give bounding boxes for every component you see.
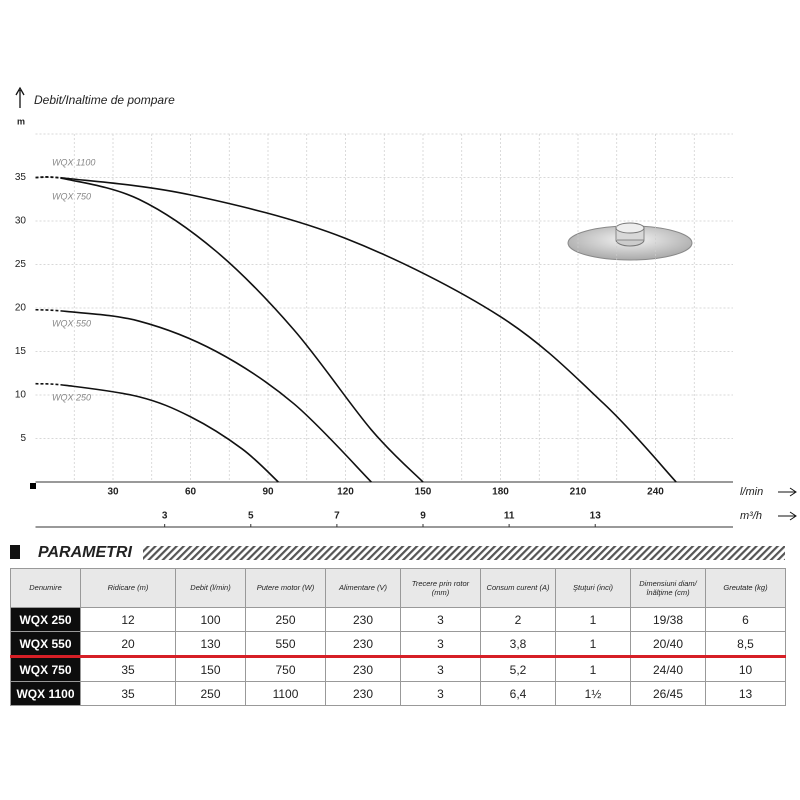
table-cell: Ştuţuri (inci): [555, 568, 631, 608]
x2-arrow: [778, 511, 797, 521]
x-unit: l/min: [740, 486, 763, 498]
curve-label: WQX 1100: [52, 157, 95, 167]
table-cell: Ridicare (m): [80, 568, 176, 608]
x2-tick-label: 5: [248, 511, 254, 522]
table-cell: 24/40: [630, 656, 706, 682]
table-cell: 10: [705, 656, 786, 682]
table-row: Denumire Ridicare (m) Debit (l/min) Putere …: [10, 568, 786, 608]
table-cell: 3: [400, 656, 481, 682]
table-title: PARAMETRI: [38, 544, 132, 560]
origin-square: [30, 483, 36, 489]
table-cell: 26/45: [630, 681, 706, 706]
x-tick-label: 180: [492, 487, 509, 498]
x2-tick-label: 11: [504, 511, 515, 522]
y-tick-label: 10: [15, 390, 27, 401]
y-tick-label: 15: [15, 346, 27, 357]
table-cell: 20/40: [630, 631, 706, 657]
x-arrow: [778, 487, 797, 497]
table-cell: 1: [555, 631, 631, 657]
x-tick-label: 240: [647, 487, 664, 498]
table-cell: 230: [325, 681, 401, 706]
y-tick-label: 20: [15, 303, 27, 314]
chart: Debit/Inaltime de pompare m l/min m³/h P…: [10, 86, 797, 560]
table-cell: 5,2: [480, 656, 556, 682]
table-cell: 750: [245, 656, 326, 682]
pump-curve: [35, 176, 677, 483]
pump-curve: [35, 308, 372, 483]
table-cell: 100: [175, 607, 246, 632]
x-tick-label: 150: [415, 487, 432, 498]
table-cell: Denumire: [10, 568, 81, 608]
table-cell: 20: [80, 631, 176, 657]
y-tick-label: 25: [15, 259, 27, 270]
y-tick-label: 35: [15, 172, 27, 183]
table-cell: 1: [555, 607, 631, 632]
table-cell: 550: [245, 631, 326, 657]
table-cell: 35: [80, 656, 176, 682]
table-cell: 130: [175, 631, 246, 657]
title-block: [10, 545, 20, 559]
x2-tick-label: 3: [162, 511, 168, 522]
table-cell: Debit (l/min): [175, 568, 246, 608]
table-cell: WQX 550: [10, 631, 81, 657]
table-cell: 230: [325, 631, 401, 657]
title-hatch: [143, 546, 785, 560]
curve-label: WQX 550: [52, 318, 91, 328]
table-cell: 3,8: [480, 631, 556, 657]
table-cell: 3: [400, 631, 481, 657]
rotor-image: [567, 222, 693, 261]
table-cell: Putere motor (W): [245, 568, 326, 608]
table-cell: WQX 1100: [10, 681, 81, 706]
table-cell: 250: [245, 607, 326, 632]
curve-label: WQX 250: [52, 392, 91, 402]
x-tick-label: 30: [107, 487, 119, 498]
table-cell: 230: [325, 607, 401, 632]
pump-curve: [35, 382, 279, 483]
table-cell: 2: [480, 607, 556, 632]
table-cell: 230: [325, 656, 401, 682]
table-cell: 3: [400, 681, 481, 706]
table-cell: 150: [175, 656, 246, 682]
table-row: WQX 750 35 150 750 230 3 5,2 1 24/40 10: [10, 656, 786, 682]
table-cell: 19/38: [630, 607, 706, 632]
x-tick-label: 90: [262, 487, 274, 498]
table-cell: Alimentare (V): [325, 568, 401, 608]
table-cell: 6: [705, 607, 786, 632]
x-tick-label: 60: [185, 487, 197, 498]
y-tick-label: 5: [20, 433, 26, 444]
x-tick-label: 120: [337, 487, 354, 498]
table-cell: 13: [705, 681, 786, 706]
x2-tick-label: 7: [334, 511, 340, 522]
table-cell: 8,5: [705, 631, 786, 657]
table-cell: WQX 250: [10, 607, 81, 632]
table-cell: Greutate (kg): [705, 568, 786, 608]
table-cell: 6,4: [480, 681, 556, 706]
y-unit: m: [17, 116, 25, 126]
table-cell: 1½: [555, 681, 631, 706]
x-tick-label: 210: [570, 487, 587, 498]
table-cell: 35: [80, 681, 176, 706]
chart-title: Debit/Inaltime de pompare: [34, 93, 175, 107]
y-tick-label: 30: [15, 216, 27, 227]
y-arrow: [15, 86, 25, 108]
table-cell: 1100: [245, 681, 326, 706]
x2-tick-label: 9: [420, 511, 426, 522]
table-cell: 1: [555, 656, 631, 682]
table-cell: 12: [80, 607, 176, 632]
table-cell: Trecere prin rotor (mm): [400, 568, 481, 608]
table-cell: 250: [175, 681, 246, 706]
table-row: WQX 550 20 130 550 230 3 3,8 1 20/40 8,5: [10, 631, 786, 657]
table-row: WQX 1100 35 250 1100 230 3 6,4 1½ 26/45 13: [10, 681, 786, 706]
table-cell: 3: [400, 607, 481, 632]
x2-tick-label: 13: [590, 511, 602, 522]
curve-label: WQX 750: [52, 191, 91, 201]
x2-unit: m³/h: [740, 510, 762, 522]
table-row: WQX 250 12 100 250 230 3 2 1 19/38 6: [10, 607, 786, 632]
table-cell: Dimensiuni diam/înălţime (cm): [630, 568, 706, 608]
table-cell: WQX 750: [10, 656, 81, 682]
table-cell: Consum curent (A): [480, 568, 556, 608]
params-table: Denumire Ridicare (m) Debit (l/min) Putere …: [10, 568, 786, 706]
pump-curve: [35, 176, 424, 483]
